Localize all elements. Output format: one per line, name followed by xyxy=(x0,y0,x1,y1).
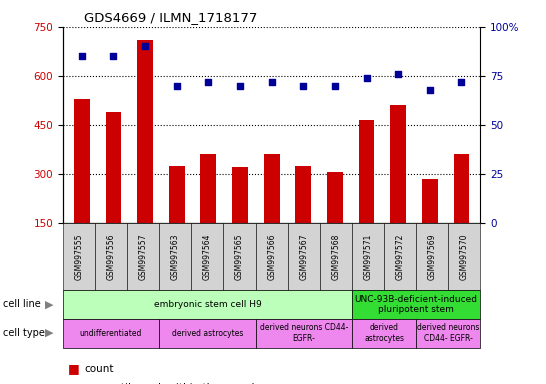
Text: derived neurons
CD44- EGFR-: derived neurons CD44- EGFR- xyxy=(417,323,479,343)
Text: GSM997556: GSM997556 xyxy=(106,233,116,280)
Point xyxy=(141,43,150,50)
Text: cell line: cell line xyxy=(3,299,40,310)
Text: GSM997563: GSM997563 xyxy=(171,233,180,280)
Point xyxy=(173,83,181,89)
Text: ▶: ▶ xyxy=(45,328,54,338)
Point xyxy=(457,79,466,85)
Point xyxy=(204,79,213,85)
Bar xyxy=(137,40,153,223)
Bar xyxy=(327,172,343,223)
Text: ■: ■ xyxy=(68,381,80,384)
Bar xyxy=(422,179,438,223)
Point xyxy=(78,53,86,59)
Text: GSM997555: GSM997555 xyxy=(74,233,84,280)
Text: GSM997568: GSM997568 xyxy=(331,233,340,280)
Text: UNC-93B-deficient-induced
pluripotent stem: UNC-93B-deficient-induced pluripotent st… xyxy=(355,295,478,314)
Text: GDS4669 / ILMN_1718177: GDS4669 / ILMN_1718177 xyxy=(84,11,257,24)
Point xyxy=(236,83,245,89)
Text: GSM997570: GSM997570 xyxy=(460,233,469,280)
Point xyxy=(362,75,371,81)
Point xyxy=(425,86,434,93)
Text: GSM997571: GSM997571 xyxy=(364,233,372,280)
Text: undifferentiated: undifferentiated xyxy=(80,329,142,338)
Bar xyxy=(105,112,121,223)
Text: embryonic stem cell H9: embryonic stem cell H9 xyxy=(153,300,261,309)
Bar xyxy=(390,105,406,223)
Text: GSM997564: GSM997564 xyxy=(203,233,212,280)
Bar xyxy=(295,166,311,223)
Point xyxy=(268,79,276,85)
Text: GSM997565: GSM997565 xyxy=(235,233,244,280)
Text: derived
astrocytes: derived astrocytes xyxy=(364,323,404,343)
Text: GSM997569: GSM997569 xyxy=(428,233,437,280)
Bar xyxy=(200,154,216,223)
Bar xyxy=(359,120,375,223)
Point xyxy=(330,83,339,89)
Bar xyxy=(454,154,470,223)
Text: derived astrocytes: derived astrocytes xyxy=(171,329,243,338)
Bar xyxy=(264,154,280,223)
Text: percentile rank within the sample: percentile rank within the sample xyxy=(85,383,260,384)
Point xyxy=(394,71,402,77)
Text: GSM997566: GSM997566 xyxy=(267,233,276,280)
Text: GSM997567: GSM997567 xyxy=(299,233,308,280)
Text: GSM997557: GSM997557 xyxy=(139,233,147,280)
Bar xyxy=(169,166,185,223)
Bar xyxy=(74,99,90,223)
Text: cell type: cell type xyxy=(3,328,45,338)
Bar xyxy=(232,167,248,223)
Text: GSM997572: GSM997572 xyxy=(396,233,405,280)
Point xyxy=(109,53,118,59)
Point xyxy=(299,83,307,89)
Text: ▶: ▶ xyxy=(45,299,54,310)
Text: ■: ■ xyxy=(68,362,80,375)
Text: derived neurons CD44-
EGFR-: derived neurons CD44- EGFR- xyxy=(259,323,348,343)
Text: count: count xyxy=(85,364,114,374)
